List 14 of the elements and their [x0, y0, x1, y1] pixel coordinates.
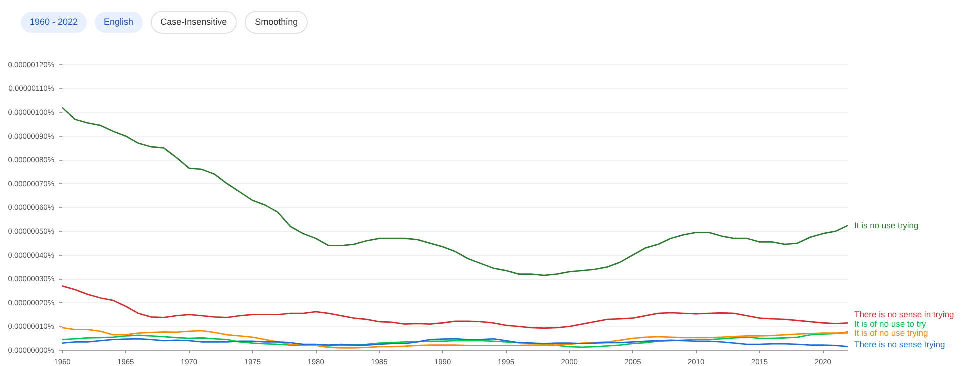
- line-series: [62, 338, 848, 348]
- text: English: [95, 12, 143, 33]
- series-label: It is of no use to try: [854, 319, 928, 330]
- line-series: [62, 107, 848, 276]
- text: Smoothing: [245, 11, 308, 34]
- series-label: There is no sense trying: [854, 339, 946, 350]
- text: Case-Insensitive: [150, 11, 238, 34]
- line-series: [62, 327, 848, 349]
- line-series: [62, 331, 848, 348]
- series-label: There is no sense in trying: [854, 310, 954, 320]
- text: 1960 - 2022: [21, 12, 88, 33]
- series-label: It is of no use trying: [854, 328, 928, 338]
- line-series: [62, 286, 848, 330]
- series-label: It is no use trying: [854, 220, 920, 231]
